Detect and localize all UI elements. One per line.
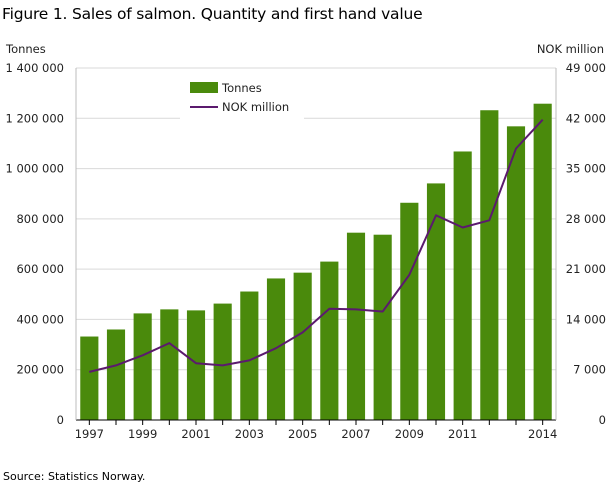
bar <box>80 336 99 420</box>
right-tick-label: 42 000 <box>566 111 606 125</box>
legend-label-tonnes: Tonnes <box>221 81 262 95</box>
bar <box>506 126 526 421</box>
legend-swatch-tonnes <box>190 82 218 93</box>
right-tick-label: 7 000 <box>573 363 606 377</box>
bar <box>293 272 312 420</box>
x-tick-label: 1999 <box>128 427 157 441</box>
bar <box>533 103 552 421</box>
bar <box>426 183 446 420</box>
left-axis-title: Tonnes <box>5 42 46 56</box>
bar-series <box>80 103 552 421</box>
x-tick-label: 2007 <box>341 427 370 441</box>
left-tick-label: 400 000 <box>16 312 64 326</box>
series-line <box>89 119 544 373</box>
x-tick-label: 2001 <box>181 427 210 441</box>
bar <box>106 329 126 420</box>
x-tick-label: 2003 <box>235 427 264 441</box>
right-tick-label: 35 000 <box>566 162 606 176</box>
legend: Tonnes NOK million <box>180 76 304 120</box>
right-tick-label: 14 000 <box>566 312 606 326</box>
bar <box>240 291 259 420</box>
right-tick-label: 21 000 <box>566 262 606 276</box>
right-axis-title: NOK million <box>537 42 604 56</box>
left-tick-label: 600 000 <box>16 262 64 276</box>
bar <box>480 110 499 421</box>
bar <box>320 261 339 420</box>
x-tick-label: 1997 <box>75 427 104 441</box>
bar <box>213 303 232 420</box>
right-tick-label: 28 000 <box>566 212 606 226</box>
x-tick-label: 2011 <box>448 427 477 441</box>
line-series <box>89 119 544 373</box>
left-tick-label: 1 000 000 <box>5 162 64 176</box>
left-tick-label: 1 400 000 <box>5 61 64 75</box>
chart-title: Figure 1. Sales of salmon. Quantity and … <box>2 5 423 23</box>
right-tick-label: 0 <box>599 413 606 427</box>
legend-label-nok: NOK million <box>222 100 289 114</box>
left-tick-label: 200 000 <box>16 363 64 377</box>
bar <box>373 234 392 420</box>
x-tick-label: 2009 <box>395 427 424 441</box>
bar <box>160 309 179 420</box>
bar <box>186 310 206 420</box>
left-tick-label: 800 000 <box>16 212 64 226</box>
bar <box>400 202 419 420</box>
right-tick-label: 49 000 <box>566 61 606 75</box>
x-tick-label: 2005 <box>288 427 317 441</box>
bar <box>346 232 366 420</box>
left-tick-label: 0 <box>57 413 64 427</box>
source-note: Source: Statistics Norway. <box>3 470 146 483</box>
bar <box>133 313 152 420</box>
x-tick-label: 2014 <box>528 427 557 441</box>
axes: 0 200 000 400 000 600 000 800 000 1 000 000 1 … <box>5 61 606 441</box>
left-tick-label: 1 200 000 <box>5 111 64 125</box>
bar <box>453 151 472 420</box>
